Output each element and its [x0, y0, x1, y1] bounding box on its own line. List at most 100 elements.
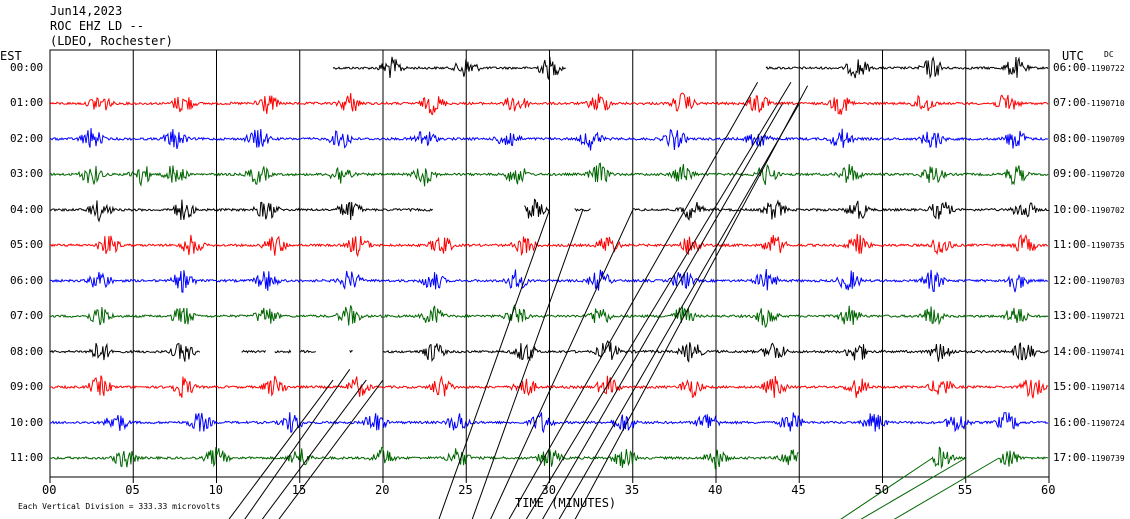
- dc-offset-value: -1190709: [1086, 134, 1125, 144]
- utc-hour-label: 12:00-1190703: [1053, 273, 1125, 287]
- event-trace: [244, 369, 351, 519]
- header-date: Jun14,2023: [50, 4, 123, 18]
- est-hour-label: 02:00: [10, 131, 44, 145]
- event-trace: [490, 209, 634, 519]
- left-timezone-label: EST: [0, 49, 22, 63]
- utc-hour-label: 11:00-1190735: [1053, 238, 1125, 252]
- utc-hour-label: 10:00-1190702: [1053, 202, 1125, 216]
- trace-segment: [49, 233, 1048, 258]
- x-tick-label: 55: [957, 483, 973, 497]
- trace-segment: [632, 208, 641, 212]
- dc-offset-value: -1190714: [1086, 383, 1125, 393]
- trace-segment: [349, 350, 353, 354]
- est-hour-label: 04:00: [10, 202, 44, 216]
- trace-segment: [641, 199, 1049, 221]
- minute-grid: [49, 49, 1050, 478]
- x-tick-label: 15: [291, 483, 307, 497]
- trace-segment: [998, 450, 1049, 467]
- event-trace: [261, 379, 367, 519]
- right-timezone-label: UTC: [1062, 49, 1084, 63]
- trace-segment: [49, 199, 433, 223]
- dc-offset-value: -1190703: [1086, 276, 1125, 286]
- trace-segment: [49, 268, 1049, 293]
- utc-hour-label: 15:00-1190714: [1053, 380, 1125, 394]
- x-tick-label: 00: [42, 483, 57, 497]
- utc-hour-label: 08:00-1190709: [1053, 131, 1125, 145]
- est-hour-label: 05:00: [10, 238, 44, 252]
- trace-segment: [274, 349, 292, 354]
- event-trace: [438, 209, 550, 519]
- trace-segment: [299, 349, 316, 354]
- x-tick-label: 60: [1041, 483, 1056, 497]
- trace-segment: [49, 412, 1049, 434]
- event-trace: [840, 457, 933, 519]
- trace-segment: [49, 304, 1049, 328]
- x-tick-label: 10: [208, 483, 223, 497]
- dc-offset-value: -1190702: [1086, 205, 1125, 215]
- est-hour-label: 10:00: [10, 415, 44, 429]
- trace-segment: [49, 92, 1049, 116]
- dc-offset-value: -1190721: [1086, 312, 1125, 322]
- event-trace: [508, 81, 759, 519]
- header-station: ROC EHZ LD --: [50, 19, 144, 33]
- x-tick-label: 05: [125, 483, 140, 497]
- trace-segment: [49, 128, 1049, 151]
- trace-segment: [332, 56, 566, 81]
- dc-offset-value: -1190722: [1086, 64, 1125, 73]
- dc-offset-value: -1190724: [1086, 418, 1125, 428]
- event-trace: [278, 379, 384, 519]
- scale-note: Each Vertical Division = 333.33 microvol…: [18, 502, 221, 511]
- trace-segment: [50, 375, 1049, 399]
- utc-hour-label: 17:00-1190739: [1053, 450, 1125, 464]
- utc-hour-label: 07:00-1190710: [1053, 96, 1125, 110]
- event-trace: [228, 379, 334, 519]
- trace-segment: [524, 198, 550, 219]
- trace-segment: [49, 342, 201, 362]
- x-tick-label: 35: [624, 483, 640, 497]
- est-hour-label: 07:00: [10, 309, 44, 323]
- x-tick-label: 50: [874, 483, 889, 497]
- x-tick-label: 45: [791, 483, 806, 497]
- event-trace: [860, 457, 967, 519]
- x-axis-label: TIME (MINUTES): [515, 496, 617, 510]
- est-hour-label: 00:00: [10, 61, 44, 74]
- event-trace: [542, 103, 784, 519]
- trace-segment: [931, 446, 966, 470]
- est-hour-label: 11:00: [10, 450, 44, 464]
- header-network: (LDEO, Rochester): [50, 34, 173, 48]
- x-tick-label: 30: [541, 483, 556, 497]
- est-hour-label: 08:00: [10, 344, 44, 358]
- event-trace-lines: [228, 81, 1000, 519]
- event-trace: [574, 85, 809, 519]
- trace-segment: [765, 65, 799, 70]
- trace-segment: [799, 56, 1049, 80]
- utc-hour-label: 06:00-1190722: [1053, 61, 1125, 74]
- dc-offset-value: -1190739: [1086, 453, 1125, 463]
- dc-offset-value: -1190741: [1086, 347, 1125, 357]
- event-trace: [893, 457, 1000, 519]
- trace-segment: [49, 446, 799, 470]
- x-tick-label: 25: [458, 483, 473, 497]
- trace-rows: [49, 56, 1049, 470]
- est-hour-label: 09:00: [10, 380, 44, 394]
- trace-segment: [574, 208, 591, 212]
- trace-segment: [241, 349, 266, 354]
- utc-hour-label: 09:00-1190720: [1053, 167, 1125, 181]
- utc-hour-label: 13:00-1190721: [1053, 309, 1125, 323]
- event-trace: [471, 209, 584, 519]
- utc-hour-label: 16:00-1190724: [1053, 415, 1125, 429]
- dc-offset-value: -1190735: [1086, 241, 1125, 251]
- dc-offset-value: -1190720: [1086, 170, 1125, 180]
- trace-segment: [49, 162, 1049, 188]
- event-trace: [525, 81, 792, 519]
- dc-label: DC: [1104, 50, 1114, 59]
- est-hour-label: 03:00: [10, 167, 44, 181]
- utc-hour-label: 14:00-1190741: [1053, 344, 1125, 358]
- trace-segment: [382, 339, 1049, 363]
- x-axis-ticks: [49, 477, 1050, 483]
- x-tick-label: 20: [375, 483, 390, 497]
- est-hour-label: 06:00: [10, 273, 44, 287]
- event-trace: [558, 103, 800, 519]
- dc-offset-value: -1190710: [1086, 99, 1125, 109]
